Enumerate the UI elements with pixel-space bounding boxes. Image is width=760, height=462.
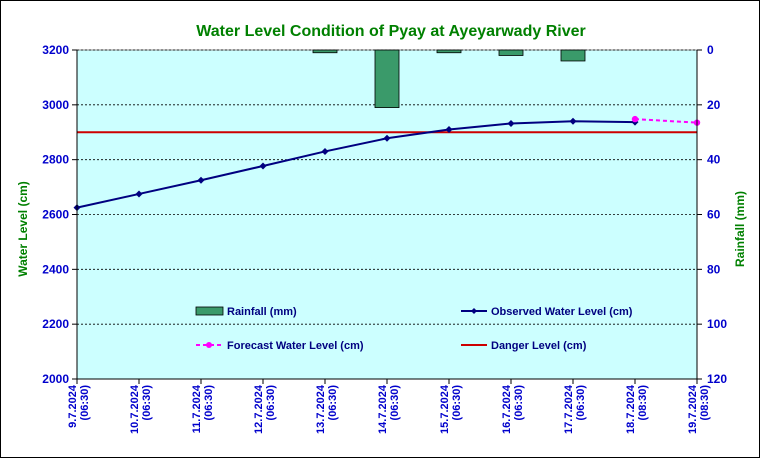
x-tick-label: 15.7.2024(06:30) [439,384,463,434]
legend-marker-forecast [206,342,212,348]
legend-swatch-rainfall [195,306,224,316]
observed-point [445,126,453,134]
y2-tick-label: 100 [707,317,727,331]
x-tick-label: 18.7.2024(08:30) [625,384,649,434]
x-tick-label: 10.7.2024(06:30) [129,384,153,434]
x-tick-label: 11.7.2024(06:30) [191,384,215,433]
legend: Rainfall (mm) Observed Water Level (cm) … [195,306,633,352]
rainfall-bars [312,49,586,108]
y-tick-label: 2000 [42,372,69,386]
y-tick-label: 2400 [42,262,69,276]
rainfall-bar [312,49,338,54]
observed-point [321,147,329,155]
y-tick-label: 2800 [42,153,69,167]
rainfall-bar [498,49,524,56]
observed-point [383,134,391,142]
x-tick-label: 17.7.2024(06:30) [563,384,587,434]
observed-point [507,119,515,127]
legend-label-danger: Danger Level (cm) [491,340,587,352]
forecast-point [631,115,639,123]
rainfall-bar [374,49,400,108]
y2-tick-label: 120 [707,372,727,386]
y-axis-label: Water Level (cm) [16,181,30,277]
x-tick-label: 16.7.2024(06:30) [501,384,525,434]
axes: 2000 2200 2400 2600 2800 3000 3200 0 20 40 60 80 100… [42,43,727,434]
y2-tick-label: 60 [707,208,721,222]
observed-point [259,162,267,170]
legend-item-forecast: Forecast Water Level (cm) [196,340,364,352]
x-tick-label: 19.7.2024(08:30) [687,384,711,434]
y-tick-label: 3000 [42,98,69,112]
observed-point [569,117,577,125]
chart-title: Water Level Condition of Pyay at Ayeyarw… [196,23,585,40]
y2-tick-label: 80 [707,262,721,276]
water-level-lines [73,115,701,212]
rainfall-bar [436,49,462,54]
y2-axis-label: Rainfall (mm) [733,191,747,267]
rainfall-bar [560,49,586,62]
legend-label-observed: Observed Water Level (cm) [491,306,633,318]
y2-tick-label: 0 [707,43,714,57]
y-tick-label: 2600 [42,208,69,222]
legend-label-rainfall: Rainfall (mm) [227,306,297,318]
y-tick-label: 3200 [42,43,69,57]
y2-tick-label: 40 [707,153,721,167]
legend-label-forecast: Forecast Water Level (cm) [227,340,364,352]
legend-marker-observed [471,308,477,314]
legend-item-rainfall: Rainfall (mm) [195,306,297,318]
legend-item-danger: Danger Level (cm) [461,340,587,352]
observed-point [197,176,205,184]
x-tick-label: 13.7.2024(06:30) [315,384,339,434]
x-tick-label: 12.7.2024(06:30) [253,384,277,434]
y-tick-label: 2200 [42,317,69,331]
legend-item-observed: Observed Water Level (cm) [461,306,633,318]
observed-water-level-line [76,120,636,209]
y2-tick-label: 20 [707,98,721,112]
x-tick-label: 9.7.2024(06:30) [67,384,91,428]
observed-point [135,190,143,198]
forecast-water-level-line [634,118,698,124]
x-tick-label: 14.7.2024(06:30) [377,384,401,434]
